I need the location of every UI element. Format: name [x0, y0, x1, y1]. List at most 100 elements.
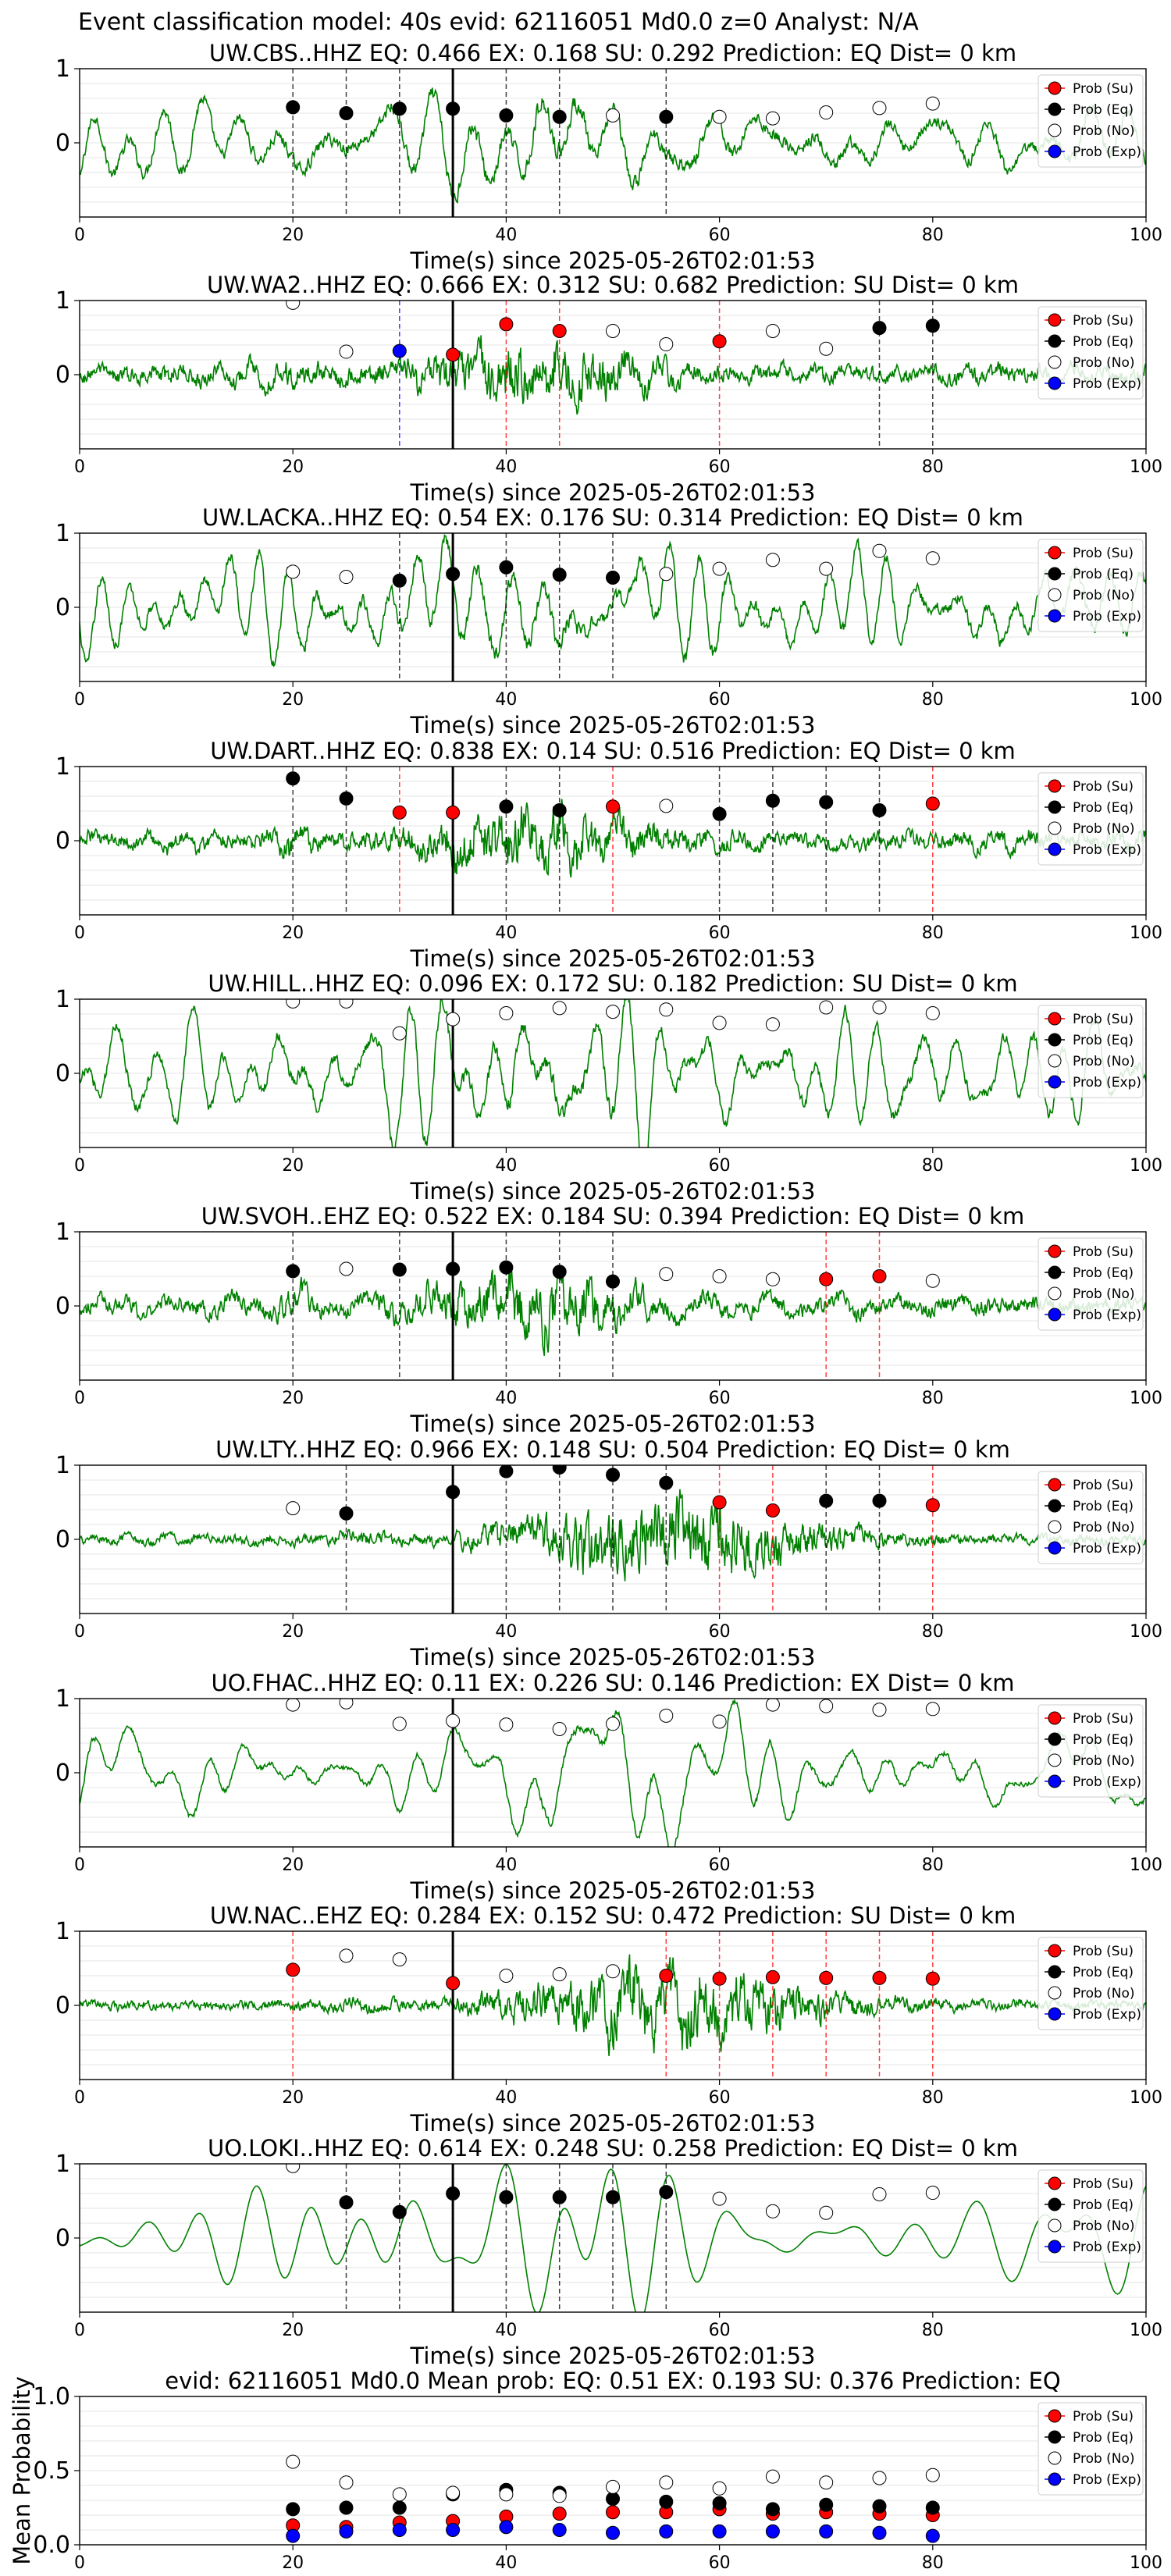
- probability-point: [446, 1485, 461, 1500]
- x-tick-label: 80: [922, 1856, 944, 1875]
- probability-point: [872, 1269, 887, 1283]
- legend-marker: [1048, 1541, 1062, 1555]
- x-tick-label: 60: [709, 457, 731, 477]
- probability-point: [925, 1702, 940, 1717]
- legend-box: [1038, 306, 1144, 400]
- probability-point: [552, 1001, 567, 1016]
- mean-probability-point: [339, 2500, 354, 2515]
- plot-area: [80, 1465, 1146, 1614]
- legend-label: Prob (Eq): [1073, 2430, 1134, 2446]
- probability-point: [286, 2164, 301, 2173]
- panel-title: UW.HILL..HHZ EQ: 0.096 EX: 0.172 SU: 0.1…: [208, 970, 1017, 997]
- legend-label: Prob (Eq): [1073, 2197, 1134, 2213]
- legend-marker: [1048, 1244, 1062, 1258]
- probability-point: [872, 1703, 887, 1717]
- x-axis-label: Time(s) since 2025-05-26T02:01:53: [410, 247, 816, 274]
- legend-label: Prob (Exp): [1073, 144, 1141, 160]
- plot-area: [80, 69, 1146, 217]
- probability-point: [712, 2191, 727, 2206]
- legend-marker: [1048, 123, 1062, 137]
- probability-point: [606, 1717, 620, 1731]
- legend-label: Prob (Exp): [1073, 842, 1141, 858]
- probability-point: [659, 1002, 674, 1017]
- legend-label: Prob (No): [1073, 588, 1135, 603]
- legend-label: Prob (Exp): [1073, 2472, 1141, 2488]
- probability-point: [552, 323, 567, 338]
- legend-label: Prob (Su): [1073, 1478, 1134, 1493]
- probability-point: [499, 1717, 514, 1732]
- figure-title: Event classification model: 40s evid: 62…: [78, 9, 919, 36]
- probability-point: [872, 1970, 887, 1985]
- legend-marker: [1048, 1075, 1062, 1089]
- y-tick-label: 0: [55, 1293, 70, 1320]
- panel-uw-cbs--hhz: UW.CBS..HHZ EQ: 0.466 EX: 0.168 SU: 0.29…: [55, 40, 1162, 274]
- legend-marker: [1048, 2240, 1062, 2254]
- probability-point: [446, 347, 461, 362]
- probability-point: [606, 108, 620, 123]
- probability-point: [286, 1501, 301, 1516]
- legend-box: [1038, 539, 1144, 632]
- probability-point: [446, 101, 461, 116]
- y-tick-label: 0: [55, 594, 70, 621]
- probability-point: [606, 1468, 620, 1482]
- probability-point: [925, 1006, 940, 1021]
- mean-probability-point: [659, 2524, 674, 2539]
- x-tick-label: 60: [709, 1856, 731, 1875]
- probability-point: [392, 1952, 407, 1967]
- probability-point: [339, 570, 354, 585]
- legend-label: Prob (No): [1073, 355, 1135, 371]
- mean-probability-point: [552, 2507, 567, 2521]
- legend-marker: [1048, 1054, 1062, 1068]
- legend-marker: [1048, 1711, 1062, 1725]
- probability-point: [659, 1969, 674, 1983]
- probability-point: [339, 2195, 354, 2210]
- probability-point: [499, 1465, 514, 1478]
- y-tick-label: 1: [55, 1685, 70, 1713]
- waveform-trace: [80, 533, 1146, 667]
- plot-area: [80, 301, 1146, 449]
- legend-label: Prob (Su): [1073, 313, 1134, 329]
- mean-probability-point: [819, 2475, 834, 2490]
- x-axis-label: Time(s) since 2025-05-26T02:01:53: [410, 1877, 816, 1904]
- y-tick-label: 0.5: [33, 2457, 70, 2485]
- x-tick-label: 20: [282, 923, 304, 943]
- x-axis-label: Time(s) since 2025-05-26T02:01:53: [410, 1644, 816, 1670]
- waveform-trace: [80, 1699, 1146, 1847]
- legend-label: Prob (Eq): [1073, 1499, 1134, 1514]
- x-tick-label: 40: [495, 1856, 517, 1875]
- y-tick-label: 0: [55, 827, 70, 855]
- mean-probability-point: [712, 2496, 727, 2510]
- x-tick-label: 20: [282, 2553, 304, 2573]
- legend-label: Prob (No): [1073, 1753, 1135, 1769]
- probability-point: [446, 2186, 461, 2201]
- x-tick-label: 20: [282, 690, 304, 710]
- panel-title: UW.LACKA..HHZ EQ: 0.54 EX: 0.176 SU: 0.3…: [202, 504, 1023, 531]
- y-tick-label: 1: [55, 2151, 70, 2178]
- probability-point: [499, 2190, 514, 2204]
- legend-marker: [1048, 800, 1062, 814]
- probability-point: [499, 560, 514, 575]
- panel-mean: evid: 62116051 Md0.0 Mean prob: EQ: 0.51…: [9, 2368, 1162, 2573]
- legend-marker: [1048, 1286, 1062, 1300]
- probability-point: [606, 323, 620, 338]
- x-axis-label: Time(s) since 2025-05-26T02:01:53: [410, 2110, 816, 2137]
- mean-probability-point: [765, 2524, 780, 2539]
- probability-point: [392, 343, 407, 358]
- plot-area: [80, 1232, 1146, 1380]
- plot-area: [80, 2411, 1146, 2543]
- probability-point: [765, 1699, 780, 1712]
- legend-label: Prob (Exp): [1073, 376, 1141, 392]
- probability-point: [286, 564, 301, 579]
- probability-point: [552, 109, 567, 124]
- legend-box: [1038, 1704, 1144, 1798]
- mean-probability-point: [925, 2500, 940, 2515]
- x-tick-label: 0: [74, 2321, 85, 2340]
- panel-uo-fhac--hhz: UO.FHAC..HHZ EQ: 0.11 EX: 0.226 SU: 0.14…: [55, 1670, 1162, 1904]
- probability-point: [606, 1274, 620, 1289]
- x-tick-label: 60: [709, 2321, 731, 2340]
- legend-marker: [1048, 1774, 1062, 1788]
- x-tick-label: 40: [495, 690, 517, 710]
- probability-point: [392, 573, 407, 588]
- probability-point: [446, 567, 461, 582]
- panel-title: evid: 62116051 Md0.0 Mean prob: EQ: 0.51…: [165, 2368, 1061, 2394]
